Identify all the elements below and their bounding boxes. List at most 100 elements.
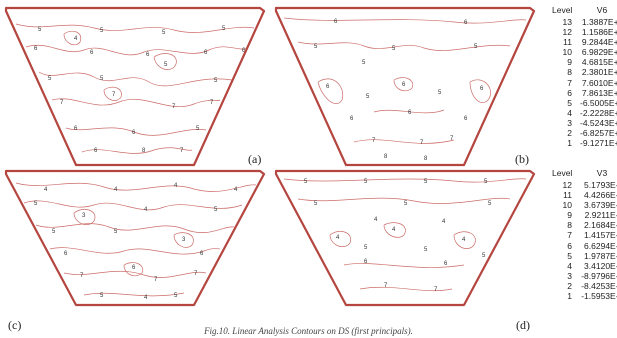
legend-level: 3 xyxy=(567,117,572,128)
legend-level: 4 xyxy=(567,260,572,271)
legend-value: 5.1793E-04 xyxy=(584,180,617,190)
contour-label: 7 xyxy=(112,92,116,98)
legend-value: 1.4157E-04 xyxy=(584,230,617,241)
legend-level: 7 xyxy=(567,230,572,241)
contour-label: 5 xyxy=(214,207,218,213)
contour-label: 5 xyxy=(484,179,488,185)
contour-label: 5 xyxy=(162,30,166,36)
legend-row: 2 -8.4253E-05 xyxy=(552,281,617,291)
legend-level-header: Level xyxy=(552,168,573,178)
contour-label: 5 xyxy=(48,76,52,82)
legend-level: 10 xyxy=(562,47,572,58)
contour-label: 3 xyxy=(82,213,86,219)
contour-plot-d: 5 5 5 5 4 4 4 5 5 5 6 6 7 7 5 5 5 4 4 xyxy=(274,169,536,307)
legend-row: 11 4.4266E-04 xyxy=(552,190,617,200)
contour-label: 7 xyxy=(420,140,424,146)
contour-label: 7 xyxy=(434,287,438,293)
legend-level: 2 xyxy=(567,128,572,139)
legend-level: 10 xyxy=(562,200,572,211)
legend-v6: Level V6 131.3887E+07121.1586E+07119.284… xyxy=(552,4,617,148)
contour-label: 6 xyxy=(74,126,78,132)
contour-label: 8 xyxy=(142,148,146,154)
contour-label: 7 xyxy=(60,100,64,106)
contour-label: 6 xyxy=(132,130,136,136)
contour-label: 5 xyxy=(34,201,38,207)
contour-label: 6 xyxy=(480,86,484,92)
legend-value: 4.6815E+06 xyxy=(581,57,617,68)
legend-value: 2.3801E+06 xyxy=(581,67,617,78)
legend-level: 12 xyxy=(562,180,572,190)
contour-label: 6 xyxy=(200,251,204,257)
legend-level: 1 xyxy=(567,291,572,302)
legend-row: 4 -2.2228E+06 xyxy=(552,108,617,118)
legend-value: 9.2844E+06 xyxy=(581,37,617,48)
legend-level: 6 xyxy=(567,240,572,251)
legend-value: 4.4266E-04 xyxy=(584,190,617,201)
contour-label: 6 xyxy=(326,84,330,90)
legend-level: 12 xyxy=(562,27,572,38)
contour-label: 6 xyxy=(64,251,68,257)
legend-v3: Level V3 12 5.1793E-04 11 4.4266E-04 10 3.673… xyxy=(552,167,617,301)
legend-row: 8 2.1684E-04 xyxy=(552,220,617,230)
contour-label: 6 xyxy=(464,116,468,122)
legend-level-header: Level xyxy=(552,5,573,15)
contour-label: 7 xyxy=(210,100,214,106)
contour-label: 5 xyxy=(52,229,56,235)
contour-label: 4 xyxy=(374,217,378,223)
legend-level: 13 xyxy=(562,17,572,27)
contour-label: 5 xyxy=(314,201,318,207)
legend-row: 8 2.3801E+06 xyxy=(552,67,617,77)
legend-value: -4.5243E+06 xyxy=(580,117,617,128)
contour-label: 5 xyxy=(438,90,442,96)
contour-label: 5 xyxy=(100,28,104,34)
legend-value: -6.8257E+06 xyxy=(580,128,617,139)
legend-value: 7.6010E+05 xyxy=(581,77,617,88)
contour-label: 7 xyxy=(372,138,376,144)
contour-label: 4 xyxy=(392,227,396,233)
legend-value: -9.1271E+06 xyxy=(580,138,617,149)
contour-label: 5 xyxy=(314,44,318,50)
legend-value: 6.6294E-05 xyxy=(584,240,617,251)
contour-label: 5 xyxy=(424,179,428,185)
legend-row: 12 5.1793E-04 xyxy=(552,180,617,190)
contour-plot-b: 6 6 5 5 5 5 6 6 6 5 5 6 6 6 7 7 7 8 8 xyxy=(274,6,536,167)
legend-row: 9 2.9211E-04 xyxy=(552,210,617,220)
contour-label: 5 xyxy=(100,76,104,82)
legend-level: 3 xyxy=(567,270,572,281)
contour-lines-c xyxy=(15,182,257,297)
legend-level: 8 xyxy=(567,67,572,78)
legend-value: 1.3887E+07 xyxy=(581,17,617,27)
legend-level: 6 xyxy=(567,87,572,98)
dam-outline-d xyxy=(274,169,536,307)
contour-label: 4 xyxy=(44,187,48,193)
contour-label: 4 xyxy=(336,235,340,241)
contour-plot-c: 4 4 4 4 3 4 5 5 5 5 3 6 6 6 7 7 7 5 4 5 xyxy=(4,169,266,307)
contour-label: 6 xyxy=(146,52,150,58)
contour-label: 6 xyxy=(464,20,468,26)
legend-value: 2.9211E-04 xyxy=(584,210,617,221)
contour-label: 5 xyxy=(404,201,408,207)
legend-value: 6.9829E+06 xyxy=(581,47,617,58)
panel-label-d: (d) xyxy=(516,318,530,332)
legend-level: 11 xyxy=(563,190,572,201)
contour-label: 8 xyxy=(424,156,428,162)
legend-value: -2.2228E+06 xyxy=(580,107,617,118)
contour-label: 5 xyxy=(164,62,168,68)
contour-label: 6 xyxy=(334,19,338,25)
contour-label: 4 xyxy=(462,237,466,243)
contour-label: 5 xyxy=(196,126,200,132)
panel-c: 4 4 4 4 3 4 5 5 5 5 3 6 6 6 7 7 7 5 4 5 xyxy=(4,165,266,315)
legend-level: 1 xyxy=(567,138,572,149)
contour-label: 5 xyxy=(482,253,486,259)
panel-label-c: (c) xyxy=(8,318,22,332)
contour-label: 6 xyxy=(408,110,412,116)
legend-row: 12 1.1586E+07 xyxy=(552,27,617,37)
legend-row: 5 -6.5005E+05 xyxy=(552,98,617,108)
contour-label: 7 xyxy=(194,271,198,277)
contour-plot-a: 5 5 5 5 4 6 6 6 6 6 5 5 5 5 7 7 7 7 6 6 … xyxy=(4,6,266,167)
legend-row: 9 4.6815E+06 xyxy=(552,57,617,67)
contour-label: 5 xyxy=(392,46,396,52)
legend-row: 6 6.6294E-05 xyxy=(552,241,617,251)
legend-value: 3.6739E-04 xyxy=(584,200,617,211)
legend-variable-name: V6 xyxy=(596,5,608,15)
